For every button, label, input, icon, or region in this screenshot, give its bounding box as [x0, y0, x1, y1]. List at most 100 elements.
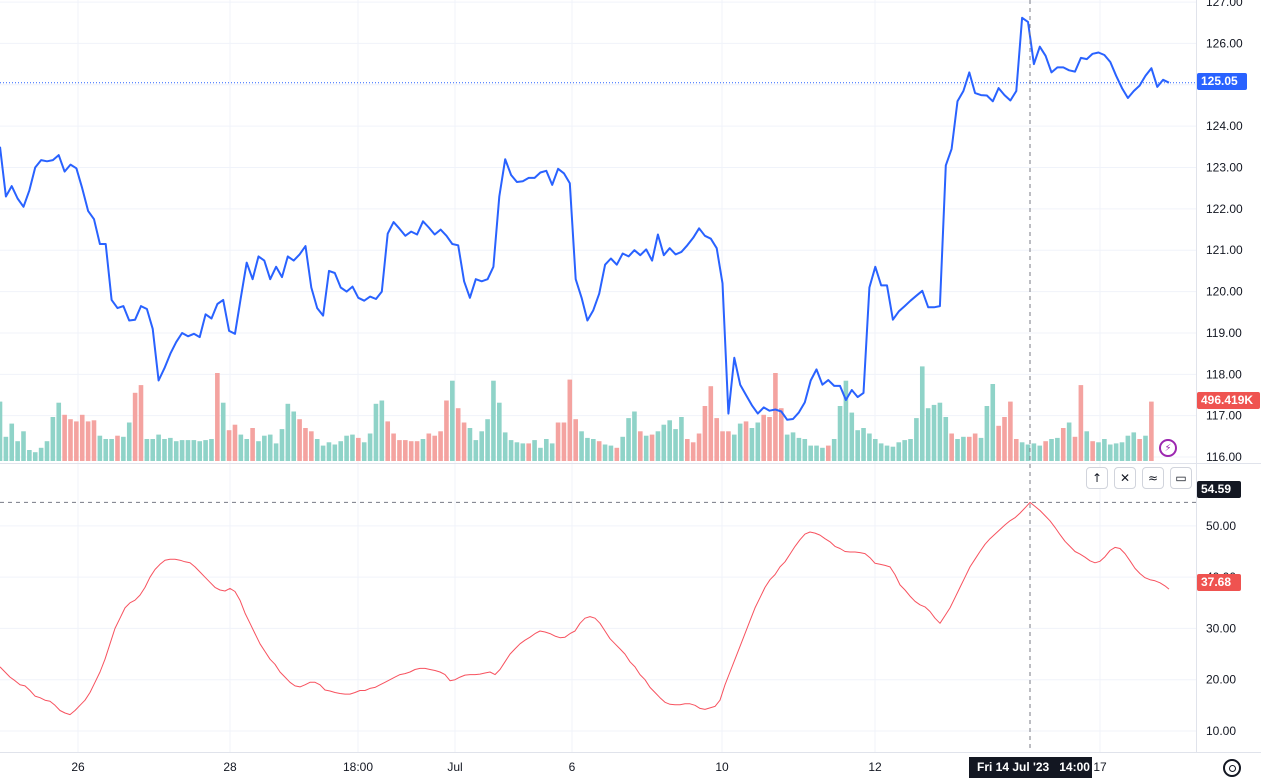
volume-bar — [696, 433, 702, 461]
volume-bar — [491, 380, 496, 461]
volume-bar — [1137, 439, 1142, 461]
delete-pane-button[interactable]: ✕ — [1114, 467, 1136, 489]
volume-bar — [861, 428, 866, 461]
volume-bar — [1143, 435, 1148, 461]
volume-bar — [1090, 441, 1095, 461]
volume-bar — [608, 445, 614, 461]
volume-bar — [1055, 437, 1060, 461]
volume-bar — [667, 420, 672, 461]
volume-bar — [379, 400, 385, 461]
volume-bar — [373, 403, 379, 461]
volume-bar — [620, 436, 625, 461]
volume-bar — [179, 440, 185, 461]
volume-bar — [978, 437, 984, 461]
volume-bar — [544, 439, 549, 461]
volume-bar — [872, 439, 878, 461]
volume-bar — [955, 439, 960, 461]
volume-bar — [1078, 385, 1084, 461]
volume-bar — [643, 435, 649, 461]
volume-bar — [414, 441, 420, 461]
volume-bar — [567, 379, 573, 461]
volume-bar — [397, 440, 402, 461]
volume-bar — [97, 435, 103, 461]
volume-bar — [555, 422, 561, 461]
close-icon: ✕ — [1119, 471, 1131, 485]
volume-bar — [714, 418, 719, 461]
volume-bar — [837, 406, 843, 461]
collapse-icon: ≈ — [1147, 471, 1159, 485]
volume-bar — [438, 431, 443, 461]
volume-bar — [203, 440, 208, 461]
volume-bar — [144, 439, 150, 461]
price-tick-label: 123.00 — [1206, 161, 1243, 175]
volume-bar — [579, 431, 584, 461]
collapse-pane-button[interactable]: ≈ — [1142, 467, 1164, 489]
volume-bar — [467, 428, 473, 461]
volume-bar — [361, 442, 367, 461]
move-pane-up-button[interactable]: ↑ — [1086, 467, 1108, 489]
volume-bar — [825, 445, 831, 461]
time-tick-label: 10 — [715, 760, 729, 774]
volume-bar — [896, 442, 902, 461]
price-tick-label: 127.00 — [1206, 0, 1243, 9]
time-tick-label: 12 — [868, 760, 882, 774]
volume-bar — [162, 439, 167, 461]
volume-bar — [685, 439, 690, 461]
volume-bar — [344, 435, 349, 461]
price-series — [0, 16, 1196, 421]
volume-bar — [1025, 444, 1031, 461]
volume-bar — [884, 445, 890, 461]
volume-bar — [232, 424, 238, 461]
maximize-pane-button[interactable]: ▭ — [1170, 467, 1192, 489]
price-line — [0, 16, 1170, 421]
volume-bar — [778, 408, 784, 461]
volume-bar — [479, 431, 484, 461]
volume-bar — [749, 428, 755, 461]
volume-bar — [520, 443, 526, 461]
volume-bar — [767, 417, 772, 461]
volume-bar — [649, 434, 655, 461]
volume-bar — [426, 433, 432, 461]
time-tick-label: 26 — [71, 760, 85, 774]
volume-bar — [185, 440, 191, 461]
volume-bar — [596, 441, 602, 461]
lightning-icon[interactable]: ⚡ — [1159, 439, 1177, 457]
volume-bar — [702, 406, 708, 461]
volume-bar — [403, 440, 408, 461]
volume-bar — [279, 429, 285, 461]
volume-bar — [532, 440, 537, 461]
crosshair-time-label: Fri 14 Jul '23 14:00 — [969, 757, 1092, 778]
volume-bar — [561, 422, 567, 461]
price-last-value-badge: 125.05 — [1197, 73, 1247, 90]
volume-bar — [1107, 444, 1113, 461]
volume-bar — [549, 443, 555, 461]
time-tick-label: 17 — [1093, 760, 1107, 774]
volume-bar — [708, 386, 714, 461]
volume-bar — [972, 433, 978, 461]
volume-bar — [855, 430, 860, 461]
volume-bar — [367, 433, 373, 461]
volume-bar — [502, 432, 508, 461]
volume-bar — [878, 443, 884, 461]
price-tick-label: 122.00 — [1206, 202, 1243, 216]
volume-bar — [1049, 439, 1054, 461]
volume-bar — [831, 439, 837, 461]
volume-bar — [385, 421, 391, 461]
volume-bar — [1131, 432, 1137, 461]
indicator-line — [0, 501, 1170, 716]
volume-bar — [121, 436, 126, 461]
indicator-crosshair-value-badge: 54.59 — [1197, 481, 1241, 498]
volume-bar — [1002, 417, 1007, 461]
volume-bar — [914, 418, 919, 461]
time-tick-label: 28 — [223, 760, 237, 774]
volume-bar — [849, 412, 855, 461]
price-tick-label: 117.00 — [1206, 409, 1242, 423]
volume-bar — [867, 433, 872, 461]
volume-bar — [285, 403, 291, 461]
volume-bar — [919, 366, 925, 461]
gear-icon[interactable] — [1223, 759, 1241, 777]
volume-last-value-badge: 496.419K — [1197, 392, 1260, 409]
volume-bar — [250, 428, 255, 461]
volume-bar — [408, 441, 414, 461]
